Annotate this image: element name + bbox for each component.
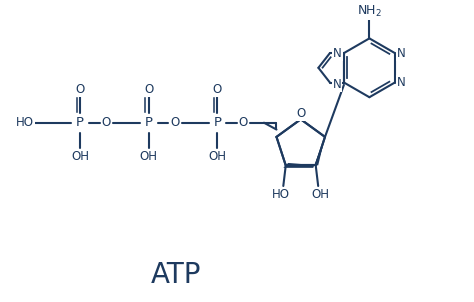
Text: N: N bbox=[333, 79, 341, 92]
Text: OH: OH bbox=[140, 149, 158, 162]
Text: O: O bbox=[170, 116, 179, 129]
Text: P: P bbox=[76, 116, 84, 129]
Text: N: N bbox=[333, 47, 342, 59]
Text: O: O bbox=[101, 116, 111, 129]
Text: OH: OH bbox=[71, 149, 89, 162]
Text: NH$_2$: NH$_2$ bbox=[357, 4, 382, 19]
Text: ATP: ATP bbox=[150, 261, 201, 289]
Text: P: P bbox=[145, 116, 153, 129]
Text: N: N bbox=[397, 47, 406, 59]
Text: O: O bbox=[296, 107, 305, 120]
Text: N: N bbox=[397, 76, 406, 89]
Text: P: P bbox=[213, 116, 221, 129]
Text: O: O bbox=[213, 83, 222, 96]
Text: OH: OH bbox=[209, 149, 227, 162]
Text: O: O bbox=[239, 116, 248, 129]
Text: OH: OH bbox=[311, 188, 329, 201]
Text: O: O bbox=[296, 107, 305, 120]
Text: O: O bbox=[75, 83, 85, 96]
Text: O: O bbox=[144, 83, 154, 96]
Text: HO: HO bbox=[16, 116, 34, 129]
Polygon shape bbox=[283, 137, 325, 168]
Text: HO: HO bbox=[272, 188, 290, 201]
